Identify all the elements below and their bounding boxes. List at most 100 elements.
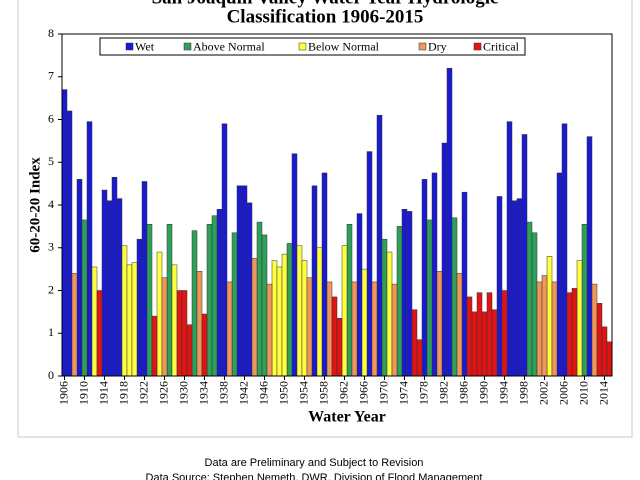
bar <box>81 219 88 377</box>
x-tick-label: 1958 <box>316 381 330 405</box>
bar <box>291 153 298 377</box>
bar <box>181 290 188 377</box>
bar <box>481 311 488 377</box>
y-tick-label: 5 <box>48 154 54 168</box>
bar <box>586 136 593 377</box>
bar <box>466 296 473 377</box>
x-tick-label: 1922 <box>136 381 150 405</box>
bar <box>351 281 358 377</box>
bar <box>101 189 108 377</box>
x-tick-label: 2010 <box>576 381 590 405</box>
y-axis-label: 60-20-20 Index <box>27 157 43 253</box>
bar <box>426 219 433 377</box>
bar <box>461 191 468 377</box>
bar <box>216 209 223 377</box>
x-tick-label: 2006 <box>556 381 570 405</box>
bar <box>196 271 203 377</box>
x-tick-label: 2014 <box>596 381 610 405</box>
y-tick-label: 7 <box>48 69 54 83</box>
bar <box>161 277 168 377</box>
bar <box>66 110 73 377</box>
plot-frame <box>61 33 613 377</box>
bar <box>416 339 423 377</box>
x-axis-label: Water Year <box>308 409 386 426</box>
bar <box>381 238 388 377</box>
bar <box>596 303 603 377</box>
note: Data are Preliminary and Subject to Revi… <box>205 457 424 469</box>
bar <box>601 326 608 377</box>
bar <box>471 311 478 377</box>
bar <box>96 290 103 377</box>
bar <box>156 251 163 377</box>
bar <box>221 123 228 377</box>
x-tick-label: 1938 <box>216 381 230 405</box>
y-tick-label: 3 <box>48 240 54 254</box>
x-tick-label: 1926 <box>156 381 170 405</box>
bar <box>406 211 413 377</box>
bar <box>531 232 538 377</box>
bar <box>376 114 383 377</box>
bar <box>201 313 208 377</box>
x-tick-label: 1950 <box>276 381 290 405</box>
y-tick-label: 0 <box>48 368 54 382</box>
legend-swatch <box>125 42 134 51</box>
x-tick-label: 1954 <box>296 381 310 405</box>
bar <box>281 253 288 377</box>
bar <box>91 266 98 377</box>
bar <box>366 151 373 377</box>
bar <box>456 273 463 377</box>
bar <box>346 223 353 377</box>
bar <box>106 200 113 377</box>
bar <box>171 264 178 377</box>
bar <box>306 277 313 377</box>
bar <box>71 273 78 377</box>
x-tick-label: 1910 <box>76 381 90 405</box>
bar <box>276 266 283 377</box>
bar <box>491 309 498 377</box>
x-tick-label: 1994 <box>496 381 510 405</box>
bar <box>446 67 453 377</box>
bar <box>286 243 293 377</box>
note: Data Source: Stephen Nemeth, DWR, Divisi… <box>146 472 483 480</box>
bar <box>341 245 348 377</box>
bar <box>496 196 503 377</box>
bar <box>146 223 153 377</box>
bar <box>211 215 218 377</box>
legend-label: Critical <box>483 39 520 53</box>
bar <box>336 318 343 377</box>
bar <box>551 281 558 377</box>
bar <box>246 202 253 377</box>
legend-box <box>99 37 526 56</box>
legend-label: Above Normal <box>193 39 265 53</box>
bar <box>236 185 243 377</box>
x-tick-label: 1934 <box>196 381 210 405</box>
bar <box>386 251 393 377</box>
chart-subtitle: Classification 1906-2015 <box>227 6 424 27</box>
bar <box>516 198 523 377</box>
bar <box>506 121 513 377</box>
x-tick-label: 1930 <box>176 381 190 405</box>
bar <box>116 198 123 377</box>
bar <box>86 121 93 377</box>
bar <box>326 281 333 377</box>
bar <box>226 281 233 377</box>
bar <box>126 264 133 377</box>
x-tick-label: 1966 <box>356 381 370 405</box>
y-tick-label: 6 <box>48 111 54 125</box>
bar <box>231 232 238 377</box>
bar <box>311 185 318 377</box>
bar <box>581 223 588 377</box>
bar <box>411 309 418 377</box>
x-tick-label: 1914 <box>96 381 110 405</box>
bar <box>261 234 268 377</box>
bar <box>186 324 193 377</box>
bar <box>176 290 183 377</box>
bar <box>501 290 508 377</box>
bar <box>521 134 528 377</box>
legend-swatch <box>418 42 427 51</box>
x-tick-label: 1978 <box>416 381 430 405</box>
bar <box>401 209 408 377</box>
bar <box>561 123 568 377</box>
bar <box>396 226 403 377</box>
